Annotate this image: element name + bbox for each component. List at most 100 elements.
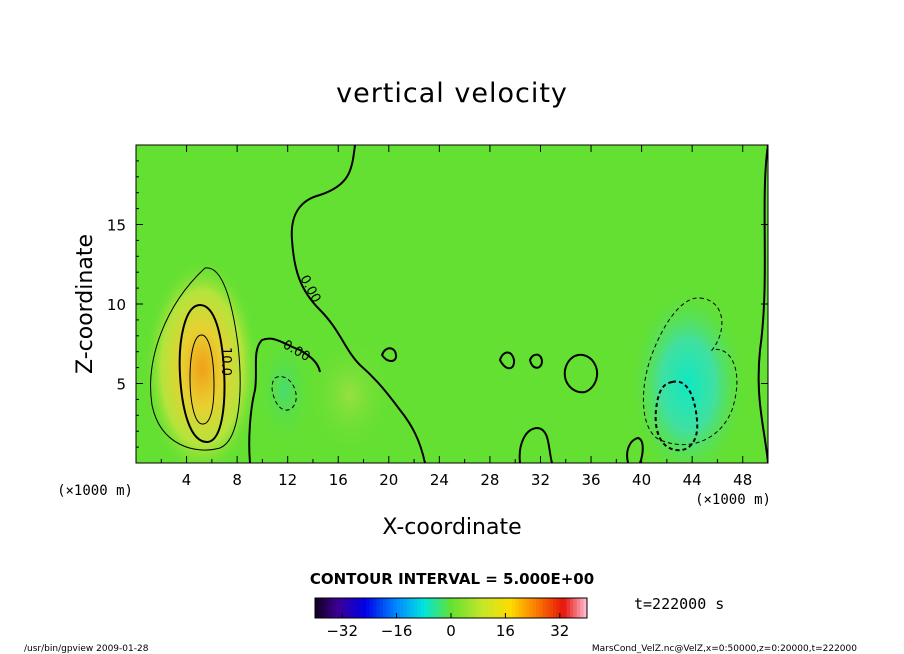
colorbar-cell: [464, 598, 469, 618]
colorbar-cell: [512, 598, 517, 618]
y-axis-unit: (×1000 m): [57, 483, 133, 499]
colorbar-cell: [474, 598, 479, 618]
colorbar-cell: [406, 598, 411, 618]
colorbar-cell: [315, 598, 319, 618]
x-tick-label: 48: [733, 471, 752, 489]
colorbar-cell: [420, 598, 425, 618]
zero-contour-small-2: [563, 353, 599, 394]
colorbar-cell: [379, 598, 384, 618]
updraft-shading: [144, 258, 260, 463]
colorbar-cell: [403, 598, 408, 618]
colorbar-cell: [519, 598, 523, 618]
footer-left: /usr/bin/gpview 2009-01-28: [24, 644, 149, 654]
colorbar-cell: [485, 598, 489, 618]
colorbar-cell: [366, 598, 370, 618]
colorbar-cell: [386, 598, 391, 618]
y-axis-ticks: 5 10 15: [107, 160, 768, 448]
time-label: t=222000 s: [634, 595, 724, 613]
colorbar-cell: [423, 598, 428, 618]
colorbar-cell: [362, 598, 367, 618]
colorbar-cell: [505, 598, 510, 618]
colorbar-cell: [573, 598, 578, 618]
zero-contour-small-6: [528, 353, 544, 369]
colorbar-cell: [427, 598, 432, 618]
contour-interval-label: CONTOUR INTERVAL = 5.000E+00: [310, 570, 594, 588]
colorbar-cell: [417, 598, 421, 618]
colorbar-cell: [349, 598, 353, 618]
colorbar-cell: [352, 598, 357, 618]
colorbar-cell: [355, 598, 360, 618]
colorbar-cell: [546, 598, 551, 618]
y-tick-label: 15: [107, 217, 126, 235]
colorbar-cell: [430, 598, 435, 618]
zero-contour-right: [757, 145, 768, 463]
colorbar-cell: [481, 598, 486, 618]
updraft-contour-5: [150, 267, 241, 451]
downdraft-contour-minus5: [642, 297, 738, 445]
colorbar-cell: [372, 598, 377, 618]
colorbar-cell: [556, 598, 561, 618]
x-tick-label: 28: [480, 471, 499, 489]
chart-title: vertical velocity: [336, 78, 568, 109]
colorbar-cell: [318, 598, 323, 618]
colorbar-tick-label: 32: [550, 622, 569, 640]
x-tick-label: 24: [430, 471, 449, 489]
colorbar-cell: [369, 598, 374, 618]
colorbar-cell: [468, 598, 472, 618]
x-tick-label: 8: [232, 471, 242, 489]
y-tick-label: 5: [116, 376, 126, 394]
colorbar-cell: [553, 598, 557, 618]
zero-contour: [290, 145, 426, 463]
x-tick-label: 32: [531, 471, 550, 489]
downdraft-contour-minus10: [654, 380, 699, 452]
x-tick-label: 4: [182, 471, 192, 489]
colorbar-tick-label: 16: [496, 622, 515, 640]
colorbar-cell: [434, 598, 438, 618]
colorbar-cell: [338, 598, 343, 618]
x-tick-label: 16: [329, 471, 348, 489]
zero-contour-small-3: [626, 436, 644, 463]
colorbar-cell: [440, 598, 445, 618]
zero-contour-small-5: [498, 351, 516, 370]
colorbar-cell: [451, 598, 455, 618]
x-tick-label: 36: [581, 471, 600, 489]
colorbar-cell: [342, 598, 347, 618]
updraft-contour-15: [189, 334, 215, 425]
colorbar-cell: [508, 598, 513, 618]
colorbar-cell: [478, 598, 483, 618]
colorbar-cell: [396, 598, 401, 618]
colorbar-cell: [410, 598, 415, 618]
zero-contour-left: [248, 337, 321, 463]
updraft-contour-10: [178, 303, 226, 444]
x-tick-label: 44: [683, 471, 702, 489]
y-axis-title: Z-coordinate: [73, 234, 98, 374]
colorbar-cell: [488, 598, 493, 618]
colorbar-cell: [454, 598, 459, 618]
colorbar-cell: [328, 598, 333, 618]
colorbar-cell: [563, 598, 568, 618]
zero-contour-small-4: [380, 347, 398, 362]
colorbar-cell: [321, 598, 326, 618]
colorbar-tick-label: −32: [326, 622, 358, 640]
colorbar-cell: [400, 598, 404, 618]
weak-updraft-shading: [305, 335, 395, 455]
zero-contour-small-1: [518, 426, 553, 463]
colorbar-cell: [332, 598, 336, 618]
x-tick-label: 40: [632, 471, 651, 489]
colorbar-cell: [471, 598, 476, 618]
y-tick-label: 10: [107, 296, 126, 314]
colorbar-cell: [532, 598, 537, 618]
colorbar-cell: [376, 598, 381, 618]
weak-downdraft-shading: [255, 330, 315, 450]
colorbar-cell: [491, 598, 496, 618]
colorbar-cell: [515, 598, 520, 618]
colorbar-cell: [539, 598, 544, 618]
colorbar-cell: [383, 598, 387, 618]
colorbar-cell: [522, 598, 527, 618]
colorbar-cell: [542, 598, 547, 618]
colorbar-cell: [325, 598, 330, 618]
x-axis-unit: (×1000 m): [695, 492, 771, 508]
x-tick-label: 20: [379, 471, 398, 489]
colorbar: [315, 598, 588, 618]
